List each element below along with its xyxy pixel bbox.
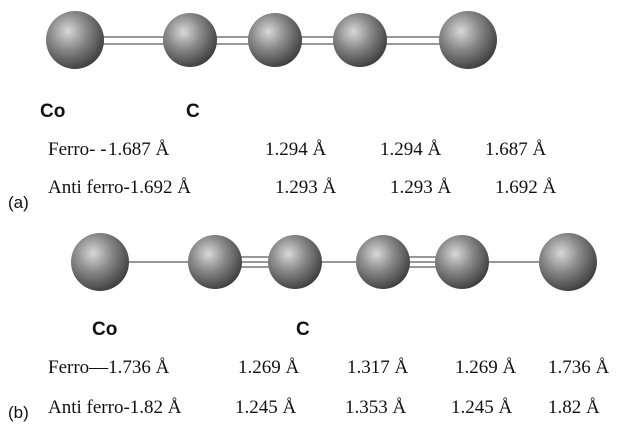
bond-length: 1.317 Å (347, 358, 408, 377)
bond-length: 1.82 Å (548, 398, 600, 417)
bond-length: 1.293 Å (275, 178, 336, 197)
bond-length: 1.269 Å (238, 358, 299, 377)
panel-label: (b) (8, 404, 29, 421)
bond-length: 1.245 Å (451, 398, 512, 417)
bond-length: 1.269 Å (455, 358, 516, 377)
row-label: Anti ferro-1.82 Å (48, 398, 182, 417)
row-label: Ferro- - (48, 140, 107, 159)
atoms-a (46, 11, 497, 69)
atom-label: C (186, 102, 200, 121)
bond-length: 1.294 Å (380, 140, 441, 159)
bonds-b (100, 257, 568, 267)
figure: Co C Ferro- - 1.687 Å 1.294 Å 1.294 Å 1.… (0, 0, 627, 426)
bond-length: 1.692 Å (495, 178, 556, 197)
panel-label: (a) (8, 194, 29, 211)
atom-label: Co (92, 320, 117, 339)
bond-length: 1.294 Å (265, 140, 326, 159)
bond-length: 1.245 Å (235, 398, 296, 417)
bond-length: 1.293 Å (390, 178, 451, 197)
bond-length: 1.687 Å (108, 140, 169, 159)
bond-length: 1.687 Å (485, 140, 546, 159)
bond-length: 1.353 Å (345, 398, 406, 417)
bond-length: 1.736 Å (548, 358, 609, 377)
row-label: Anti ferro-1.692 Å (48, 178, 191, 197)
atom-label: C (296, 320, 310, 339)
atom-label: Co (40, 102, 65, 121)
row-label: Ferro—1.736 Å (48, 358, 169, 377)
